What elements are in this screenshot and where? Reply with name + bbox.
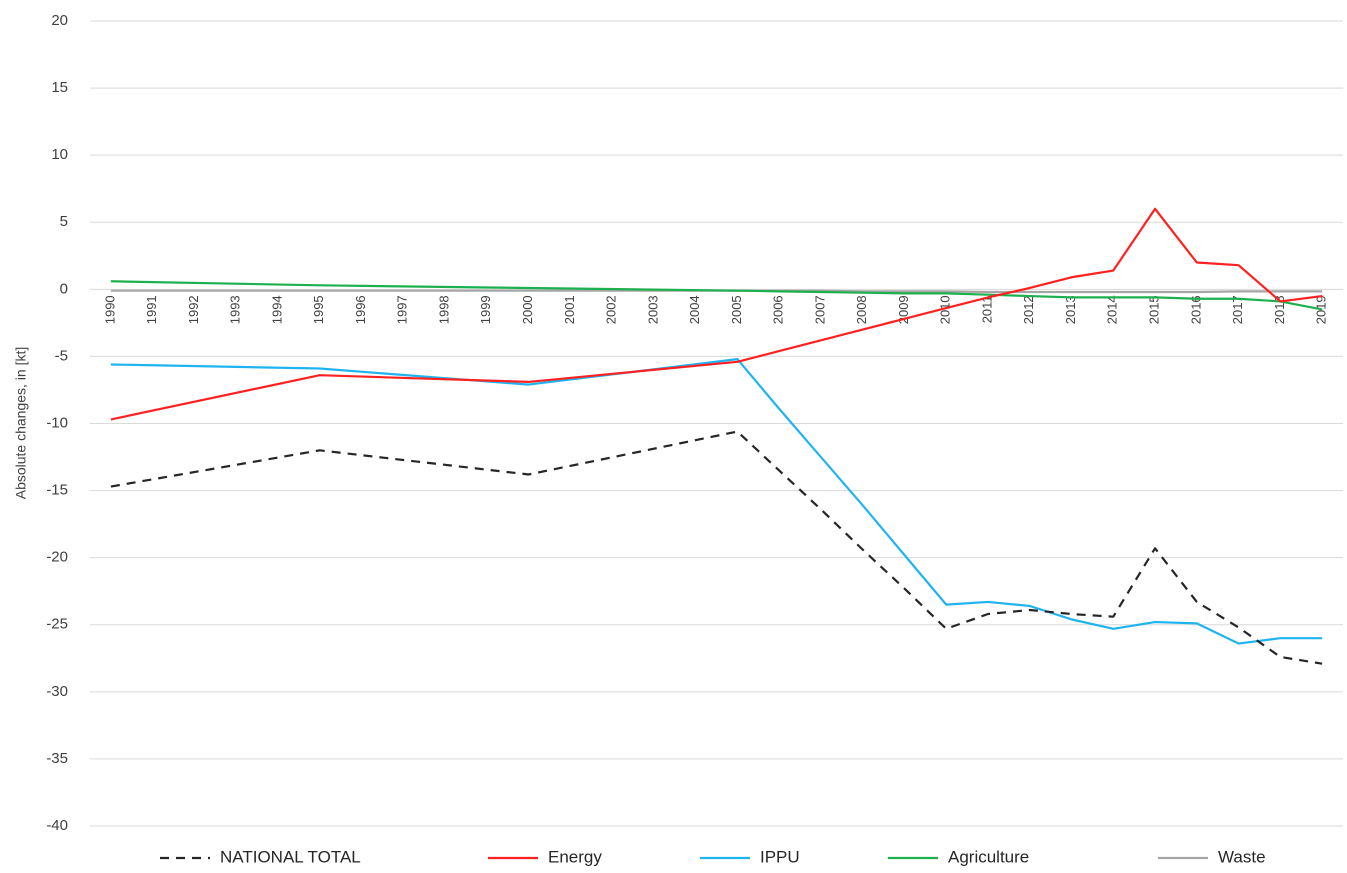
y-axis-title: Absolute changes, in [kt] <box>13 347 29 500</box>
y-tick-label: 5 <box>60 213 68 230</box>
y-tick-label: 0 <box>60 280 68 297</box>
legend-label: NATIONAL TOTAL <box>220 847 361 866</box>
x-tick-label: 2013 <box>1063 295 1078 324</box>
x-tick-label: 2000 <box>520 295 535 324</box>
x-tick-label: 1991 <box>144 295 159 324</box>
x-tick-label: 2010 <box>938 295 953 324</box>
series-line <box>110 207 1323 421</box>
x-tick-label: 1995 <box>311 295 326 324</box>
x-tick-label: 1997 <box>395 295 410 324</box>
x-tick-label: 1999 <box>478 295 493 324</box>
x-tick-label: 1994 <box>269 295 284 324</box>
x-tick-label: 2016 <box>1188 295 1203 324</box>
legend-label: IPPU <box>760 847 800 866</box>
x-tick-label: 2006 <box>771 295 786 324</box>
x-tick-label: 1990 <box>102 295 117 324</box>
series-line <box>110 430 1323 665</box>
x-tick-label: 2005 <box>729 295 744 324</box>
legend-label: Agriculture <box>948 847 1029 866</box>
x-tick-label: 2017 <box>1230 295 1245 324</box>
x-tick-label: 1998 <box>436 295 451 324</box>
legend-label: Energy <box>548 847 602 866</box>
x-tick-label: 1992 <box>186 295 201 324</box>
x-tick-label: 2004 <box>687 295 702 324</box>
y-tick-label: -40 <box>46 817 68 834</box>
x-tick-label: 1996 <box>353 295 368 324</box>
x-tick-label: 2007 <box>812 295 827 324</box>
y-tick-label: 20 <box>51 12 68 29</box>
y-tick-label: -30 <box>46 683 68 700</box>
y-tick-label: -25 <box>46 616 68 633</box>
x-tick-label: 2015 <box>1146 295 1161 324</box>
x-tick-label: 2014 <box>1105 295 1120 324</box>
x-tick-label: 2003 <box>645 295 660 324</box>
x-tick-label: 1993 <box>228 295 243 324</box>
legend-label: Waste <box>1218 847 1266 866</box>
y-tick-label: -15 <box>46 482 68 499</box>
y-tick-label: -20 <box>46 549 68 566</box>
x-tick-label: 2001 <box>562 295 577 324</box>
y-tick-label: -5 <box>55 347 68 364</box>
x-tick-label: 2012 <box>1021 295 1036 324</box>
x-tick-label: 2002 <box>604 295 619 324</box>
y-tick-label: -35 <box>46 750 68 767</box>
y-tick-label: -10 <box>46 414 68 431</box>
y-tick-label: 15 <box>51 79 68 96</box>
y-tick-label: 10 <box>51 146 68 163</box>
series-line <box>110 280 1323 311</box>
x-tick-label: 2008 <box>854 295 869 324</box>
x-tick-label: 2011 <box>979 295 994 323</box>
series-line <box>110 358 1323 645</box>
